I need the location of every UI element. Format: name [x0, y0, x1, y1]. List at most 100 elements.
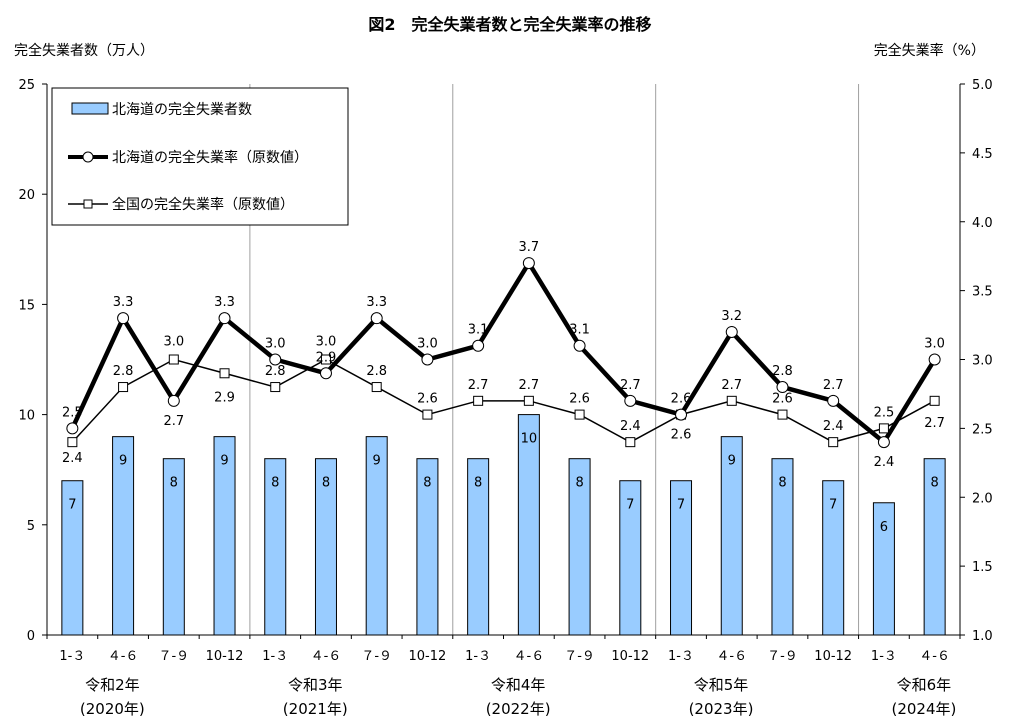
hokkaido-rate-label: 2.7	[823, 378, 844, 393]
hokkaido-rate-point	[725, 325, 738, 338]
x-tick-label: 1‐３	[59, 649, 85, 664]
bar-value-label: 8	[575, 476, 583, 491]
national-rate-label: 2.6	[671, 428, 692, 443]
national-rate-line	[71, 358, 935, 444]
y-left-axis-title: 完全失業者数（万人）	[14, 42, 154, 59]
national-rate-label: 2.7	[519, 378, 540, 393]
plot-area: 0 5 10 15 20 25 1.0 1.5 2.0 2.5 3.0 3.5 4.0 4.5 5.0 7 9 8…	[18, 78, 992, 718]
year-sublabel: (2023年)	[689, 700, 754, 718]
year-sublabel: (2024年)	[891, 700, 956, 718]
hokkaido-rate-point	[421, 353, 434, 366]
x-tick-label: 1‐３	[465, 649, 491, 664]
hokkaido-rate-label: 3.1	[569, 323, 590, 338]
x-tick-label: ４‐６	[716, 649, 747, 664]
legend-bar-swatch	[71, 102, 109, 115]
hokkaido-rate-label: 2.9	[316, 350, 337, 365]
hokkaido-rate-point	[928, 353, 941, 366]
national-rate-point	[574, 409, 585, 420]
bar	[822, 480, 845, 636]
x-tick-label: 10‐12	[611, 649, 649, 664]
x-tick-label: 10‐12	[409, 649, 447, 664]
bar	[112, 436, 135, 636]
national-rate-label: 3.0	[316, 335, 337, 350]
bar	[61, 480, 84, 636]
bar-value-label: 8	[778, 476, 786, 491]
bar	[923, 458, 946, 636]
national-rate-point	[828, 437, 839, 448]
year-sublabel: (2020年)	[80, 700, 145, 718]
bar-value-label: 7	[829, 498, 837, 513]
national-rate-label: 2.6	[569, 392, 590, 407]
hokkaido-rate-label: 3.0	[265, 337, 286, 352]
national-rate-label: 2.8	[265, 364, 286, 379]
bar-value-label: 7	[677, 498, 685, 513]
national-rate-point	[67, 437, 78, 448]
hokkaido-rate-label: 2.7	[163, 414, 184, 429]
hokkaido-rate-point	[269, 353, 282, 366]
hokkaido-rate-point	[827, 394, 840, 407]
y-right-tick-label: 1.5	[972, 560, 993, 575]
hokkaido-rate-point	[624, 394, 637, 407]
y-right-tick-label: 3.5	[972, 285, 993, 300]
y-right-tick-label: 3.0	[972, 354, 993, 369]
hokkaido-rate-label: 2.8	[772, 364, 793, 379]
hokkaido-rate-point	[877, 436, 890, 449]
bar-value-label: 8	[271, 476, 279, 491]
hokkaido-rate-label: 3.0	[417, 337, 438, 352]
x-tick-label: 10‐12	[206, 649, 244, 664]
bar-value-label: 7	[68, 498, 76, 513]
y-right-tick-label: 4.5	[972, 147, 993, 162]
year-sublabel: (2021年)	[283, 700, 348, 718]
x-tick-label: 1‐３	[262, 649, 288, 664]
y-right-tick-label: 2.5	[972, 422, 993, 437]
bar-value-label: 9	[373, 454, 381, 469]
y-right-axis-title: 完全失業率（%）	[874, 42, 985, 59]
national-rate-label: 2.7	[721, 378, 742, 393]
national-rate-point	[270, 382, 281, 393]
legend-marker-hokkaido	[82, 151, 94, 163]
national-rate-point	[523, 395, 534, 406]
legend-label-bar: 北海道の完全失業者数	[112, 101, 252, 118]
national-rate-label: 2.6	[772, 392, 793, 407]
bar	[467, 458, 490, 636]
y-right-tick-label: 4.0	[972, 216, 993, 231]
national-rate-label: 3.0	[163, 335, 184, 350]
hokkaido-rate-label: 3.3	[366, 295, 387, 310]
bar-value-label: 9	[220, 454, 228, 469]
national-rate-label: 2.9	[214, 390, 235, 405]
y-left-tick-label: 15	[18, 298, 35, 313]
year-label: 令和2年	[85, 676, 140, 694]
x-tick-label: ４‐６	[514, 649, 545, 664]
x-tick-label: ４‐６	[919, 649, 950, 664]
hokkaido-rate-label: 3.2	[721, 309, 742, 324]
hokkaido-rate-label: 2.7	[620, 378, 641, 393]
hokkaido-rate-label: 2.4	[874, 455, 895, 470]
legend-marker-national	[83, 199, 93, 209]
bar-value-label: 8	[930, 476, 938, 491]
bar	[162, 458, 185, 636]
year-label: 令和4年	[491, 676, 546, 694]
year-label: 令和5年	[694, 676, 749, 694]
hokkaido-rate-point	[522, 257, 535, 270]
hokkaido-rate-point	[776, 381, 789, 394]
legend-label-hokkaido-rate: 北海道の完全失業率（原数値）	[112, 149, 308, 166]
x-tick-label: ７‐９	[361, 649, 392, 664]
national-rate-label: 2.5	[874, 405, 895, 420]
x-tick-label: ４‐６	[311, 649, 342, 664]
bar-value-label: 8	[474, 476, 482, 491]
y-left-tick-label: 20	[18, 188, 35, 203]
national-rate-point	[878, 423, 889, 434]
bar-value-label: 10	[521, 432, 538, 447]
national-rate-point	[726, 395, 737, 406]
bar	[314, 458, 337, 636]
bar	[416, 458, 439, 636]
hokkaido-rate-point	[167, 394, 180, 407]
national-rate-point	[219, 368, 230, 379]
x-tick-label: ７‐９	[767, 649, 798, 664]
bar-value-label: 8	[322, 476, 330, 491]
national-rate-label: 2.4	[620, 419, 641, 434]
national-rate-point	[422, 409, 433, 420]
bar	[517, 414, 540, 636]
national-rate-point	[777, 409, 788, 420]
hokkaido-rate-point	[319, 367, 332, 380]
